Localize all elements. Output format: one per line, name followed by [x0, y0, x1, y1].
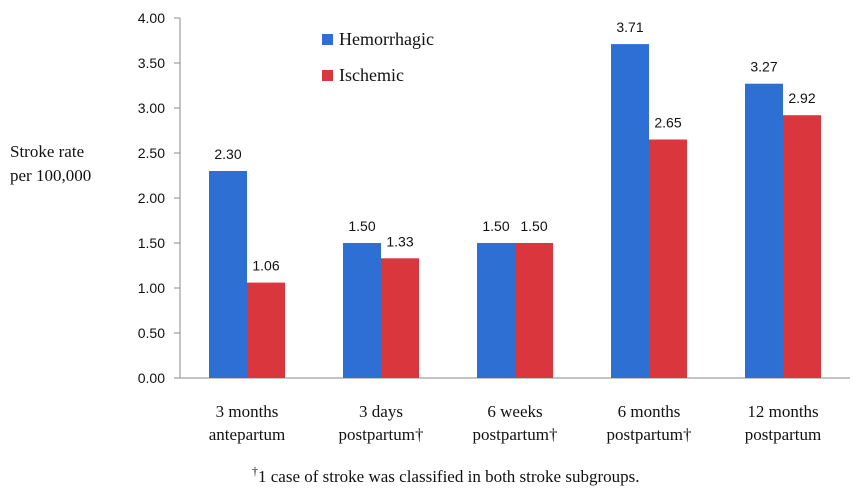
y-tick-label: 0.50: [138, 325, 165, 341]
y-axis-title-line-1: Stroke rate: [10, 142, 84, 161]
legend: Hemorrhagic Ischemic: [322, 29, 434, 85]
bars-group: [209, 44, 821, 378]
x-category-label-1-line-0: 3 days: [359, 402, 403, 421]
footnote: †1 case of stroke was classified in both…: [252, 464, 639, 486]
bar-ischemic-3: [649, 139, 687, 378]
footnote-mark: †: [252, 464, 258, 478]
bar-label-hemorrhagic-2: 1.50: [482, 218, 509, 234]
y-tick-label: 1.00: [138, 280, 165, 296]
bar-label-ischemic-2: 1.50: [520, 218, 547, 234]
footnote-text: 1 case of stroke was classified in both …: [258, 467, 639, 486]
y-axis-ticks: 0.00 0.50 1.00 1.50 2.00 2.50 3.00 3.50 4.00: [138, 10, 180, 386]
bar-label-ischemic-4: 2.92: [788, 90, 815, 106]
legend-swatch-ischemic: [322, 70, 333, 81]
y-tick-label: 2.50: [138, 145, 165, 161]
x-category-label-0-line-1: antepartum: [209, 425, 285, 444]
bar-hemorrhagic-3: [611, 44, 649, 378]
bar-label-ischemic-0: 1.06: [252, 258, 279, 274]
bar-label-hemorrhagic-0: 2.30: [214, 146, 241, 162]
x-category-label-4-line-1: postpartum: [745, 425, 822, 444]
legend-swatch-hemorrhagic: [322, 34, 333, 45]
y-axis-title: Stroke rate per 100,000: [10, 142, 91, 185]
y-tick-label: 3.50: [138, 55, 165, 71]
bar-hemorrhagic-4: [745, 83, 783, 378]
x-category-label-2-line-0: 6 weeks: [487, 402, 542, 421]
y-tick-label: 2.00: [138, 190, 165, 206]
bar-hemorrhagic-2: [477, 243, 515, 378]
y-axis-title-line-2: per 100,000: [10, 166, 91, 185]
bar-label-hemorrhagic-4: 3.27: [750, 59, 777, 75]
y-tick-label: 0.00: [138, 370, 165, 386]
bar-value-labels: 2.30 1.06 1.50 1.33 1.50 1.50 3.71 2.65 3.27 2.92: [214, 19, 815, 274]
x-category-label-4-line-0: 12 months: [747, 402, 818, 421]
bar-label-hemorrhagic-1: 1.50: [348, 218, 375, 234]
y-tick-label: 3.00: [138, 100, 165, 116]
legend-label-hemorrhagic: Hemorrhagic: [339, 29, 434, 49]
x-category-label-3-line-0: 6 months: [618, 402, 681, 421]
x-category-label-2-line-1: postpartum†: [473, 425, 558, 444]
legend-label-ischemic: Ischemic: [339, 65, 404, 85]
bar-label-ischemic-1: 1.33: [386, 233, 413, 249]
bar-ischemic-2: [515, 243, 553, 378]
y-tick-label: 4.00: [138, 10, 165, 26]
x-category-label-1-line-1: postpartum†: [339, 425, 424, 444]
bar-ischemic-1: [381, 258, 419, 378]
bar-label-ischemic-3: 2.65: [654, 115, 681, 131]
x-category-label-3-line-1: postpartum†: [607, 425, 692, 444]
bar-ischemic-0: [247, 282, 285, 378]
bar-hemorrhagic-1: [343, 243, 381, 378]
bar-label-hemorrhagic-3: 3.71: [616, 19, 643, 35]
bar-ischemic-4: [783, 115, 821, 378]
x-category-label-0-line-0: 3 months: [216, 402, 279, 421]
x-axis-category-labels: 3 months antepartum 3 days postpartum† 6 wee…: [209, 402, 821, 444]
y-tick-label: 1.50: [138, 235, 165, 251]
bar-hemorrhagic-0: [209, 171, 247, 378]
